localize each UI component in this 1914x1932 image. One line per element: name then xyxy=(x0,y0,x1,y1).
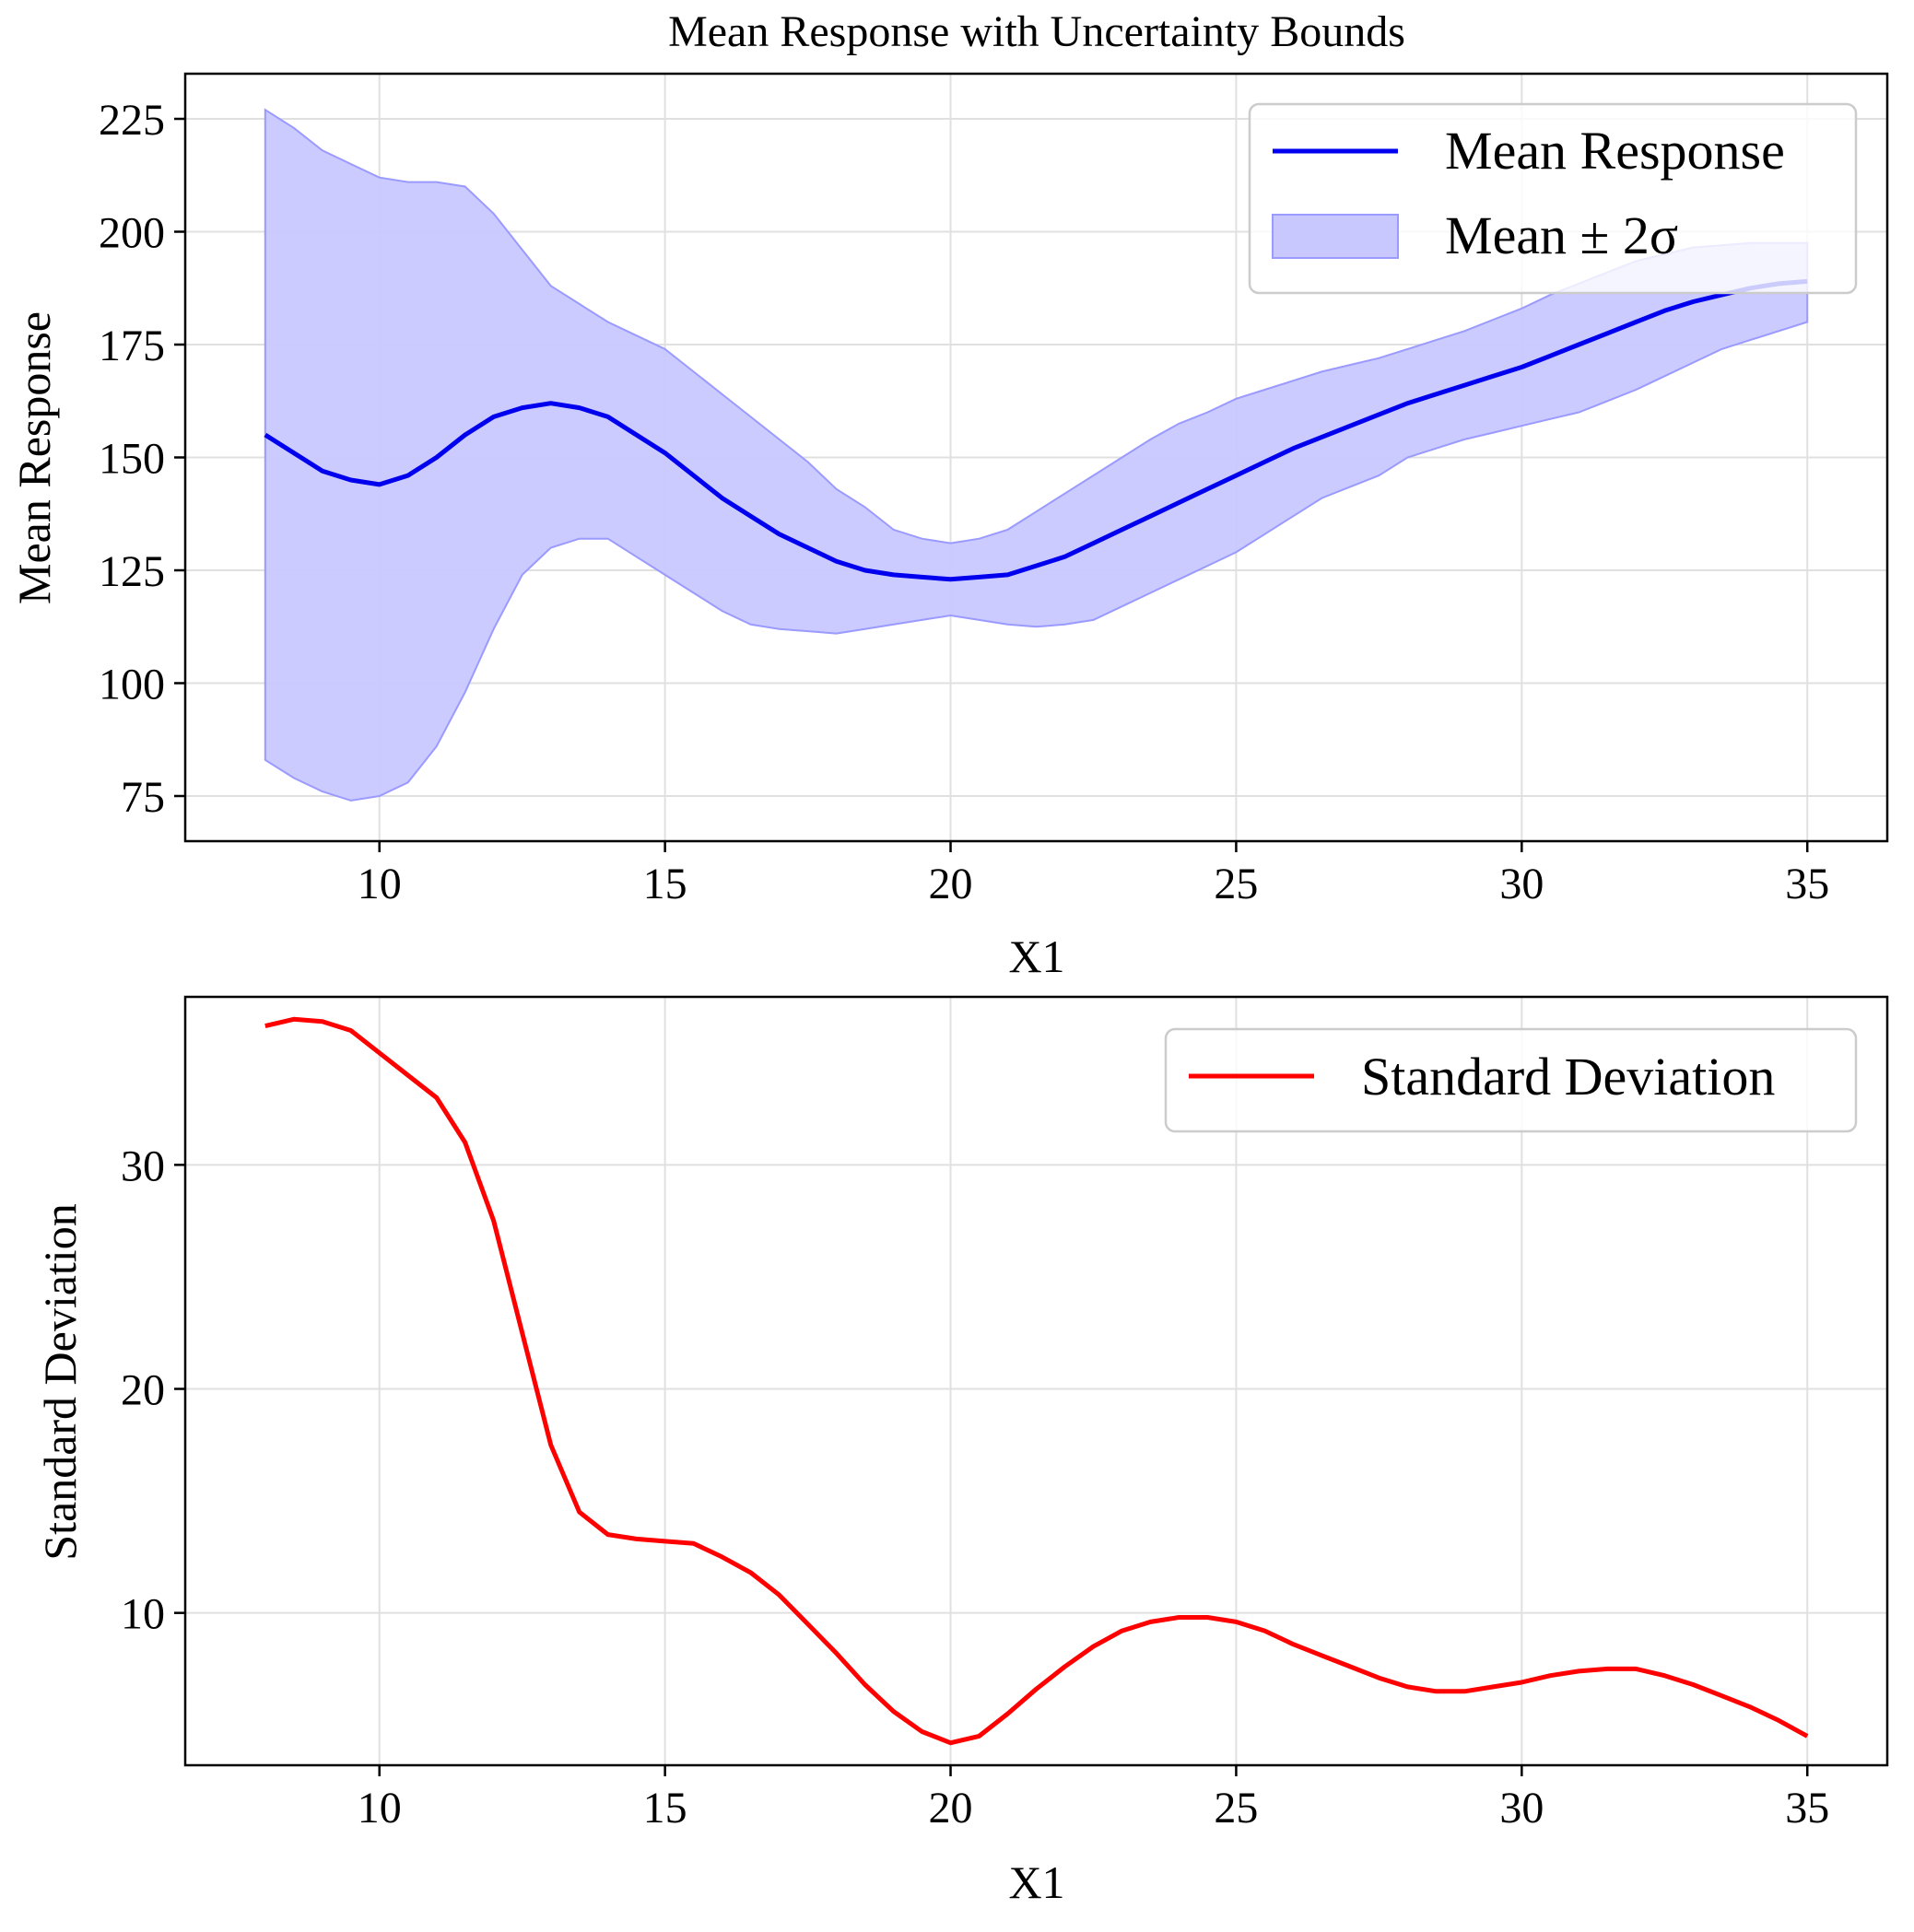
x-tick-label: 10 xyxy=(358,860,402,908)
legend-std-label: Standard Deviation xyxy=(1361,1047,1775,1107)
x-tick-label: 20 xyxy=(929,860,973,908)
bottom-y-ticks: 10 20 30 xyxy=(121,1142,185,1639)
mean-response-line xyxy=(264,278,1808,582)
x-tick-label: 30 xyxy=(1499,1784,1544,1832)
y-tick-label: 150 xyxy=(99,435,165,484)
bottom-x-axis-label: X1 xyxy=(1008,1856,1064,1908)
chart-title: Mean Response with Uncertainty Bounds xyxy=(668,7,1405,56)
top-legend-box xyxy=(1248,102,1858,295)
x-tick-label: 15 xyxy=(643,860,687,908)
y-tick-label: 200 xyxy=(99,209,165,258)
top-x-axis-label: X1 xyxy=(1008,931,1064,982)
bottom-legend-box xyxy=(1164,1027,1858,1133)
bottom-axes-frame xyxy=(183,995,1889,1767)
x-tick-label: 35 xyxy=(1785,860,1829,908)
y-tick-label: 75 xyxy=(121,773,165,822)
y-tick-label: 30 xyxy=(121,1142,165,1190)
uncertainty-band xyxy=(264,108,1809,802)
mean-response-subplot: Mean Response with Uncertainty Bounds 10… xyxy=(8,7,1889,982)
x-tick-label: 25 xyxy=(1214,1784,1258,1832)
x-tick-label: 20 xyxy=(929,1784,973,1832)
x-tick-label: 30 xyxy=(1499,860,1544,908)
legend-mean-label: Mean Response xyxy=(1445,121,1785,181)
standard-deviation-subplot: 10 15 20 25 30 35 10 20 30 X1 Standard Deviatio… xyxy=(34,995,1889,1908)
top-legend: Mean Response Mean ± 2σ xyxy=(1248,102,1858,295)
x-tick-label: 35 xyxy=(1785,1784,1829,1832)
x-tick-label: 15 xyxy=(643,1784,687,1832)
standard-deviation-line xyxy=(264,1016,1809,1746)
legend-band-swatch xyxy=(1272,214,1399,259)
y-tick-label: 20 xyxy=(121,1366,165,1415)
y-tick-label: 10 xyxy=(121,1590,165,1639)
legend-band-label: Mean ± 2σ xyxy=(1445,205,1678,265)
bottom-legend: Standard Deviation xyxy=(1164,1027,1858,1133)
x-tick-label: 10 xyxy=(358,1784,402,1832)
top-x-ticks: 10 15 20 25 30 35 xyxy=(358,841,1829,908)
y-tick-label: 175 xyxy=(99,322,165,370)
bottom-x-ticks: 10 15 20 25 30 35 xyxy=(358,1765,1829,1832)
top-y-ticks: 75 100 125 150 175 200 225 xyxy=(99,96,185,822)
y-tick-label: 125 xyxy=(99,547,165,596)
x-tick-label: 25 xyxy=(1214,860,1258,908)
y-tick-label: 225 xyxy=(99,96,165,145)
y-tick-label: 100 xyxy=(99,661,165,709)
bottom-y-axis-label: Standard Deviation xyxy=(34,1203,86,1560)
top-y-axis-label: Mean Response xyxy=(8,311,60,604)
